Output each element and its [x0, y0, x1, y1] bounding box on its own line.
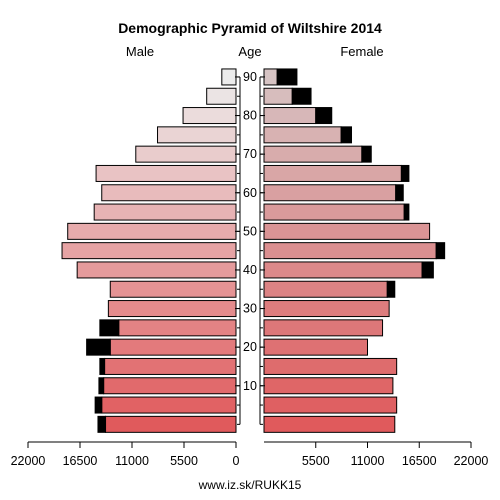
- age-label: Age: [238, 44, 261, 59]
- male-excess-bar-0-4: [97, 415, 107, 433]
- male-excess-bar-5-9: [94, 396, 103, 414]
- female-excess-bar-65-69: [400, 164, 410, 182]
- female-bar-30-34: [263, 300, 390, 318]
- male-excess-bar-10-14: [98, 377, 105, 395]
- female-bar-35-39: [263, 280, 388, 298]
- age-tick-label: 10: [243, 379, 257, 393]
- female-excess-bar-45-49: [435, 242, 446, 260]
- male-bar-85-89: [206, 87, 237, 105]
- female-bar-55-59: [263, 203, 405, 221]
- female-bar-45-49: [263, 242, 437, 260]
- age-tick-label: 50: [243, 224, 257, 238]
- x-tick-label: 22000: [11, 454, 46, 468]
- female-excess-bar-70-74: [361, 145, 372, 163]
- male-bar-50-54: [67, 222, 237, 240]
- age-tick-label: 60: [243, 186, 257, 200]
- male-excess-bar-15-19: [99, 357, 106, 375]
- female-bar-20-24: [263, 338, 368, 356]
- male-bar-65-69: [95, 164, 237, 182]
- age-tick-label: 80: [243, 109, 257, 123]
- male-excess-bar-20-24: [86, 338, 111, 356]
- x-tick-label: 5500: [170, 454, 198, 468]
- source-footer: www.iz.sk/RUKK15: [198, 478, 302, 492]
- female-bar-0-4: [263, 415, 396, 433]
- male-bar-35-39: [109, 280, 237, 298]
- male-bar-75-79: [157, 126, 237, 144]
- female-bar-40-44: [263, 261, 423, 279]
- male-excess-bar-25-29: [99, 319, 120, 337]
- male-bars: [61, 68, 237, 433]
- x-axis: 22000 16500 11000 5500 0 5500 11000 16500 22000: [11, 441, 489, 468]
- female-excess-bar-75-79: [340, 126, 353, 144]
- male-bar-40-44: [76, 261, 237, 279]
- female-bar-50-54: [263, 222, 431, 240]
- male-bar-30-34: [107, 300, 237, 318]
- female-bar-65-69: [263, 164, 402, 182]
- female-excess-bar-80-84: [315, 107, 333, 125]
- age-tick-label: 70: [243, 147, 257, 161]
- female-excess-bar-40-44: [421, 261, 434, 279]
- age-tick-label: 30: [243, 302, 257, 316]
- male-label: Male: [126, 44, 154, 59]
- female-excess-bar-90+: [276, 68, 298, 86]
- male-bar-55-59: [93, 203, 237, 221]
- female-bar-10-14: [263, 377, 394, 395]
- male-bar-80-84: [182, 107, 237, 125]
- female-bar-60-64: [263, 184, 397, 202]
- male-bar-60-64: [101, 184, 237, 202]
- male-bar-45-49: [61, 242, 237, 260]
- female-label: Female: [340, 44, 383, 59]
- male-bar-15-19: [104, 357, 237, 375]
- age-axis: 10 20 30 40 50 60 70 80 90: [235, 70, 265, 425]
- male-bar-5-9: [101, 396, 237, 414]
- female-bar-85-89: [263, 87, 293, 105]
- x-tick-label: 11000: [351, 454, 385, 468]
- x-tick-label: 0: [233, 454, 240, 468]
- female-excess-bar-55-59: [403, 203, 410, 221]
- x-tick-label: 5500: [302, 454, 330, 468]
- female-bar-75-79: [263, 126, 342, 144]
- age-tick-label: 90: [243, 70, 257, 84]
- female-bars: [263, 68, 446, 433]
- age-tick-label: 40: [243, 263, 257, 277]
- age-tick-label: 20: [243, 340, 257, 354]
- female-excess-bar-35-39: [386, 280, 396, 298]
- male-bar-0-4: [105, 415, 237, 433]
- male-bar-20-24: [109, 338, 237, 356]
- female-bar-25-29: [263, 319, 384, 337]
- x-tick-label: 16500: [402, 454, 437, 468]
- x-tick-label: 11000: [115, 454, 149, 468]
- female-bar-90+: [263, 68, 278, 86]
- female-bar-5-9: [263, 396, 398, 414]
- male-bar-10-14: [103, 377, 237, 395]
- chart-title: Demographic Pyramid of Wiltshire 2014: [118, 20, 382, 36]
- female-excess-bar-60-64: [395, 184, 404, 202]
- female-bar-70-74: [263, 145, 363, 163]
- x-tick-label: 22000: [454, 454, 489, 468]
- female-bar-80-84: [263, 107, 317, 125]
- female-excess-bar-85-89: [291, 87, 312, 105]
- male-bar-90+: [221, 68, 237, 86]
- male-bar-70-74: [135, 145, 237, 163]
- female-bar-15-19: [263, 357, 398, 375]
- male-bar-25-29: [118, 319, 237, 337]
- x-tick-label: 16500: [63, 454, 98, 468]
